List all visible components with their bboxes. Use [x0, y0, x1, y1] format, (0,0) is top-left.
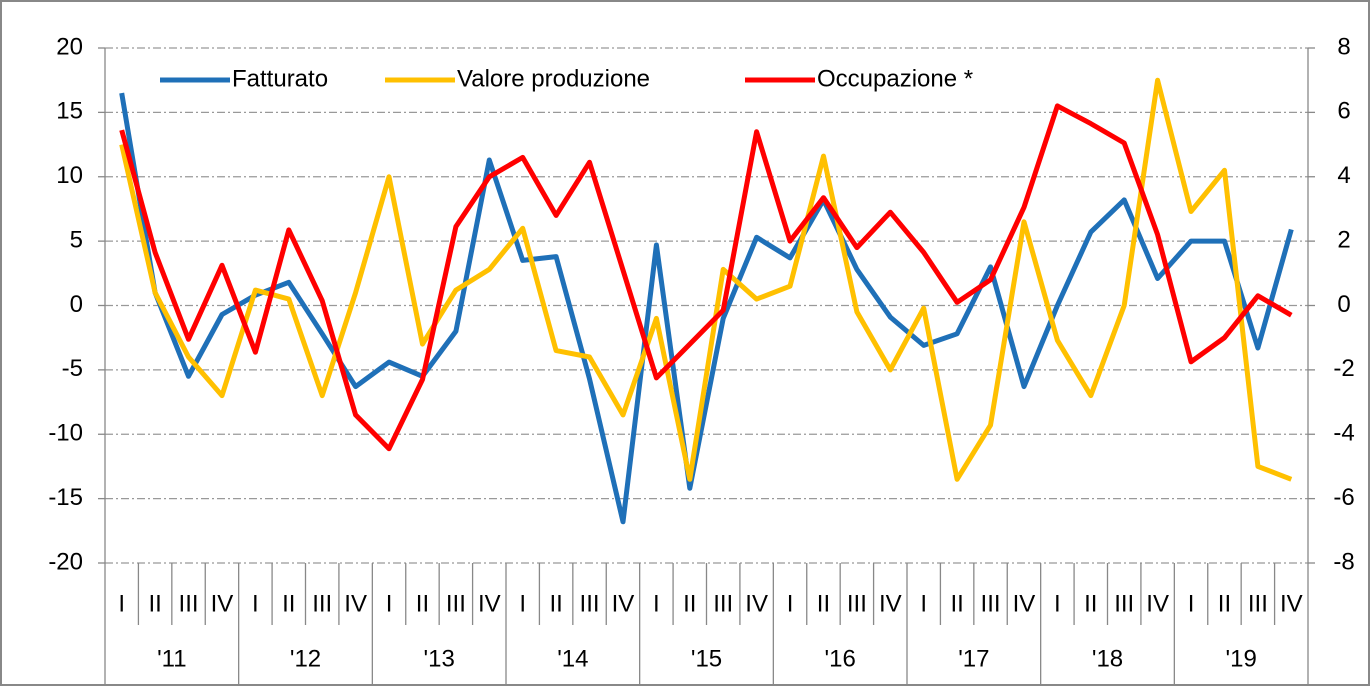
series-line: [119, 92, 1294, 525]
y-tick-label: 5: [70, 226, 83, 253]
x-tick-label: II: [416, 590, 429, 617]
x-tick-label: IV: [1280, 590, 1303, 617]
x-tick-label: I: [1054, 590, 1061, 617]
x-tick-label: IV: [1146, 590, 1169, 617]
x-tick-label: II: [148, 590, 161, 617]
x-tick-label: II: [1218, 590, 1231, 617]
legend-label: Occupazione *: [817, 65, 973, 92]
x-tick-label: II: [683, 590, 696, 617]
y-tick-label: 0: [70, 291, 83, 318]
y-tick-label: -10: [48, 420, 83, 447]
x-tick-label: I: [787, 590, 794, 617]
x-tick-label: II: [950, 590, 963, 617]
x-tick-label: I: [519, 590, 526, 617]
year-label: '19: [1226, 645, 1257, 672]
x-tick-label: III: [713, 590, 733, 617]
y2-tick-label: 2: [1337, 226, 1350, 253]
x-tick-label: I: [653, 590, 660, 617]
y2-tick-label: -4: [1333, 420, 1354, 447]
y-tick-label: 10: [56, 162, 83, 189]
x-tick-label: IV: [211, 590, 234, 617]
y2-tick-label: -8: [1333, 548, 1354, 575]
year-label: '17: [958, 645, 989, 672]
y-tick-label: -5: [62, 355, 83, 382]
y-tick-label: 15: [56, 98, 83, 125]
year-label: '14: [557, 645, 588, 672]
x-tick-label: III: [1248, 590, 1268, 617]
x-tick-label: I: [386, 590, 393, 617]
x-tick-label: I: [1188, 590, 1195, 617]
x-tick-label: IV: [745, 590, 768, 617]
x-tick-label: III: [1114, 590, 1134, 617]
x-tick-label: III: [312, 590, 332, 617]
legend-label: Valore produzione: [457, 65, 650, 92]
x-tick-label: I: [252, 590, 259, 617]
y2-tick-label: 6: [1337, 98, 1350, 125]
y2-tick-label: -6: [1333, 484, 1354, 511]
x-tick-label: IV: [478, 590, 501, 617]
y-tick-label: 20: [56, 33, 83, 60]
y2-tick-label: 0: [1337, 291, 1350, 318]
x-tick-label: IV: [612, 590, 635, 617]
x-tick-label: III: [847, 590, 867, 617]
legend-label: Fatturato: [232, 65, 328, 92]
year-label: '12: [290, 645, 321, 672]
x-tick-label: II: [282, 590, 295, 617]
y2-tick-label: 8: [1337, 33, 1350, 60]
x-tick-label: I: [920, 590, 927, 617]
x-tick-label: II: [549, 590, 562, 617]
y2-tick-label: 4: [1337, 162, 1350, 189]
x-tick-label: II: [1084, 590, 1097, 617]
y2-tick-label: -2: [1333, 355, 1354, 382]
x-tick-label: III: [179, 590, 199, 617]
year-label: '11: [157, 645, 187, 672]
year-label: '18: [1092, 645, 1123, 672]
series-line: [119, 77, 1293, 482]
y-tick-label: -20: [48, 548, 83, 575]
x-tick-label: IV: [879, 590, 902, 617]
x-tick-label: II: [817, 590, 830, 617]
x-tick-label: I: [118, 590, 125, 617]
x-tick-label: III: [981, 590, 1001, 617]
x-tick-label: IV: [1013, 590, 1036, 617]
year-label: '16: [825, 645, 856, 672]
y-tick-label: -15: [48, 484, 83, 511]
x-tick-label: III: [580, 590, 600, 617]
x-tick-label: III: [446, 590, 466, 617]
x-tick-label: IV: [344, 590, 367, 617]
year-label: '15: [691, 645, 722, 672]
series-line: [119, 103, 1293, 452]
year-label: '13: [424, 645, 455, 672]
